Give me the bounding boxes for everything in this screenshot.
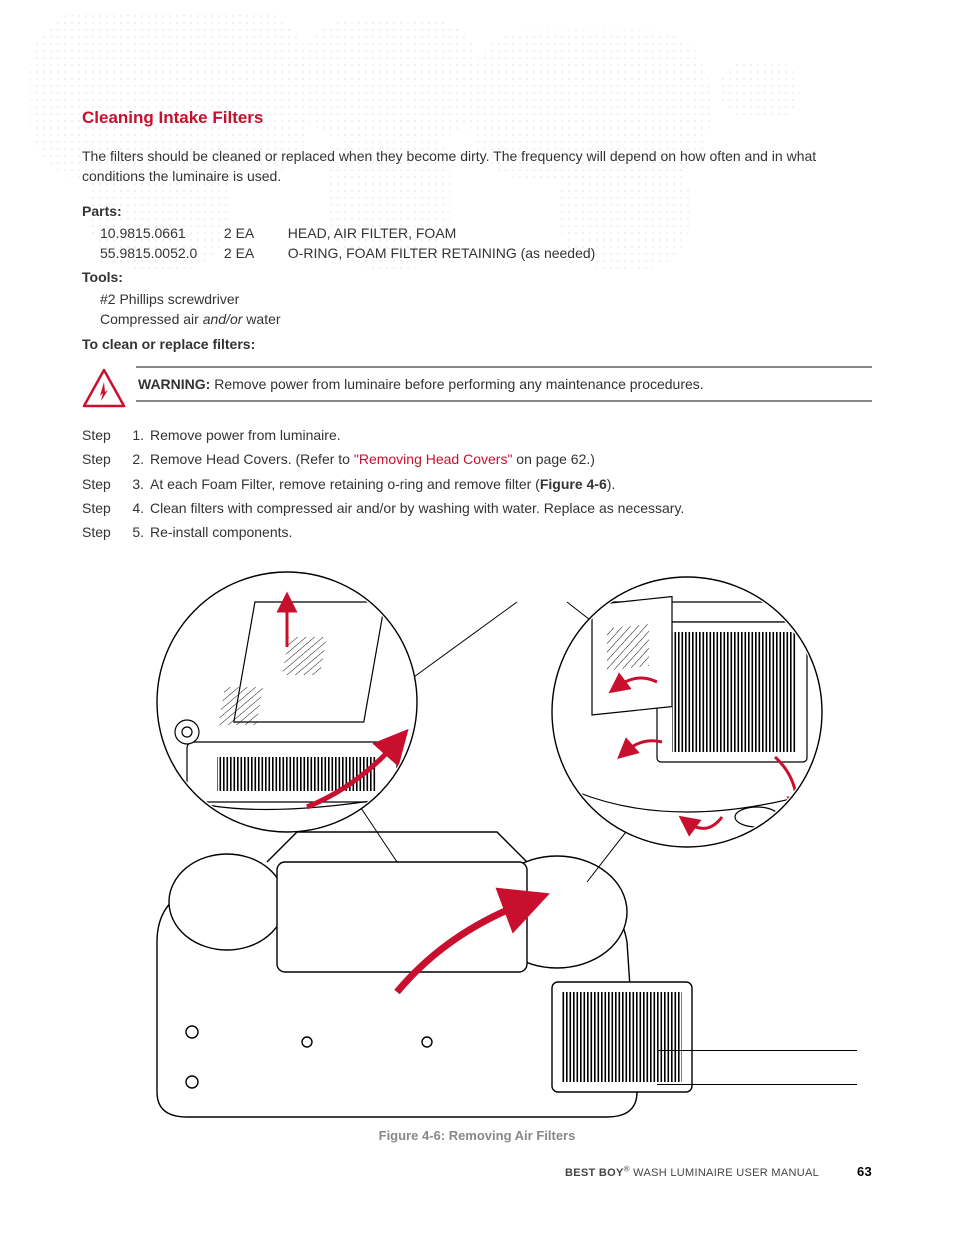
- step-body: Remove power from luminaire.: [150, 424, 872, 446]
- callout-line: [657, 1084, 857, 1085]
- step-label: Step: [82, 424, 128, 446]
- part-qty: 2 EA: [224, 243, 284, 263]
- step-label: Step: [82, 497, 128, 519]
- step-number: 3.: [128, 473, 150, 495]
- tools-heading: Tools:: [82, 269, 872, 285]
- callout-line: [657, 1050, 857, 1051]
- step: Step 2. Remove Head Covers. (Refer to "R…: [82, 448, 872, 470]
- step-number: 1.: [128, 424, 150, 446]
- step-text: At each Foam Filter, remove retaining o-…: [150, 476, 540, 492]
- parts-heading: Parts:: [82, 203, 872, 219]
- cross-ref-link[interactable]: "Removing Head Covers": [354, 451, 513, 467]
- parts-row: 55.9815.0052.0 2 EA O-RING, FOAM FILTER …: [100, 243, 872, 263]
- tool-text: Compressed air: [100, 311, 203, 327]
- step: Step 5. Re-install components.: [82, 521, 872, 543]
- tool-item: #2 Phillips screwdriver: [100, 289, 872, 309]
- step-text: ).: [607, 476, 616, 492]
- section-title: Cleaning Intake Filters: [82, 108, 872, 128]
- parts-table: 10.9815.0661 2 EA HEAD, AIR FILTER, FOAM…: [100, 223, 872, 264]
- step-text: Remove Head Covers. (Refer to: [150, 451, 354, 467]
- figure-caption: Figure 4-6: Removing Air Filters: [82, 1128, 872, 1143]
- tools-list: #2 Phillips screwdriver Compressed air a…: [100, 289, 872, 330]
- part-number: 10.9815.0661: [100, 223, 220, 243]
- part-desc: O-RING, FOAM FILTER RETAINING (as needed…: [288, 243, 596, 263]
- step-body: Re-install components.: [150, 521, 872, 543]
- figure-4-6: [97, 562, 857, 1122]
- warning-icon: [82, 368, 126, 408]
- step-label: Step: [82, 448, 128, 470]
- tool-item: Compressed air and/or water: [100, 309, 872, 329]
- warning-text: WARNING: Remove power from luminaire bef…: [136, 366, 872, 402]
- step: Step 3. At each Foam Filter, remove reta…: [82, 473, 872, 495]
- parts-row: 10.9815.0661 2 EA HEAD, AIR FILTER, FOAM: [100, 223, 872, 243]
- step-body: At each Foam Filter, remove retaining o-…: [150, 473, 872, 495]
- page-content: Cleaning Intake Filters The filters shou…: [0, 0, 954, 1183]
- part-desc: HEAD, AIR FILTER, FOAM: [288, 223, 457, 243]
- procedure-heading: To clean or replace filters:: [82, 336, 872, 352]
- step-number: 5.: [128, 521, 150, 543]
- page-number: 63: [842, 1164, 872, 1179]
- warning-label: WARNING:: [138, 376, 210, 392]
- figure-ref: Figure 4-6: [540, 476, 607, 492]
- tool-text: water: [242, 311, 280, 327]
- steps-list: Step 1. Remove power from luminaire. Ste…: [82, 424, 872, 544]
- warning-block: WARNING: Remove power from luminaire bef…: [82, 366, 872, 408]
- step-label: Step: [82, 521, 128, 543]
- step: Step 1. Remove power from luminaire.: [82, 424, 872, 446]
- tool-text-italic: and/or: [203, 311, 243, 327]
- step-number: 2.: [128, 448, 150, 470]
- part-number: 55.9815.0052.0: [100, 243, 220, 263]
- footer-tail: WASH LUMINAIRE USER MANUAL: [630, 1167, 819, 1179]
- step-body: Remove Head Covers. (Refer to "Removing …: [150, 448, 872, 470]
- footer-product: BEST BOY: [565, 1167, 624, 1179]
- intro-paragraph: The filters should be cleaned or replace…: [82, 146, 872, 187]
- step-label: Step: [82, 473, 128, 495]
- page-footer: BEST BOY® WASH LUMINAIRE USER MANUAL 63: [565, 1164, 872, 1179]
- step: Step 4. Clean filters with compressed ai…: [82, 497, 872, 519]
- step-body: Clean filters with compressed air and/or…: [150, 497, 872, 519]
- step-text: on page 62.): [512, 451, 595, 467]
- step-number: 4.: [128, 497, 150, 519]
- part-qty: 2 EA: [224, 223, 284, 243]
- warning-body: Remove power from luminaire before perfo…: [210, 376, 703, 392]
